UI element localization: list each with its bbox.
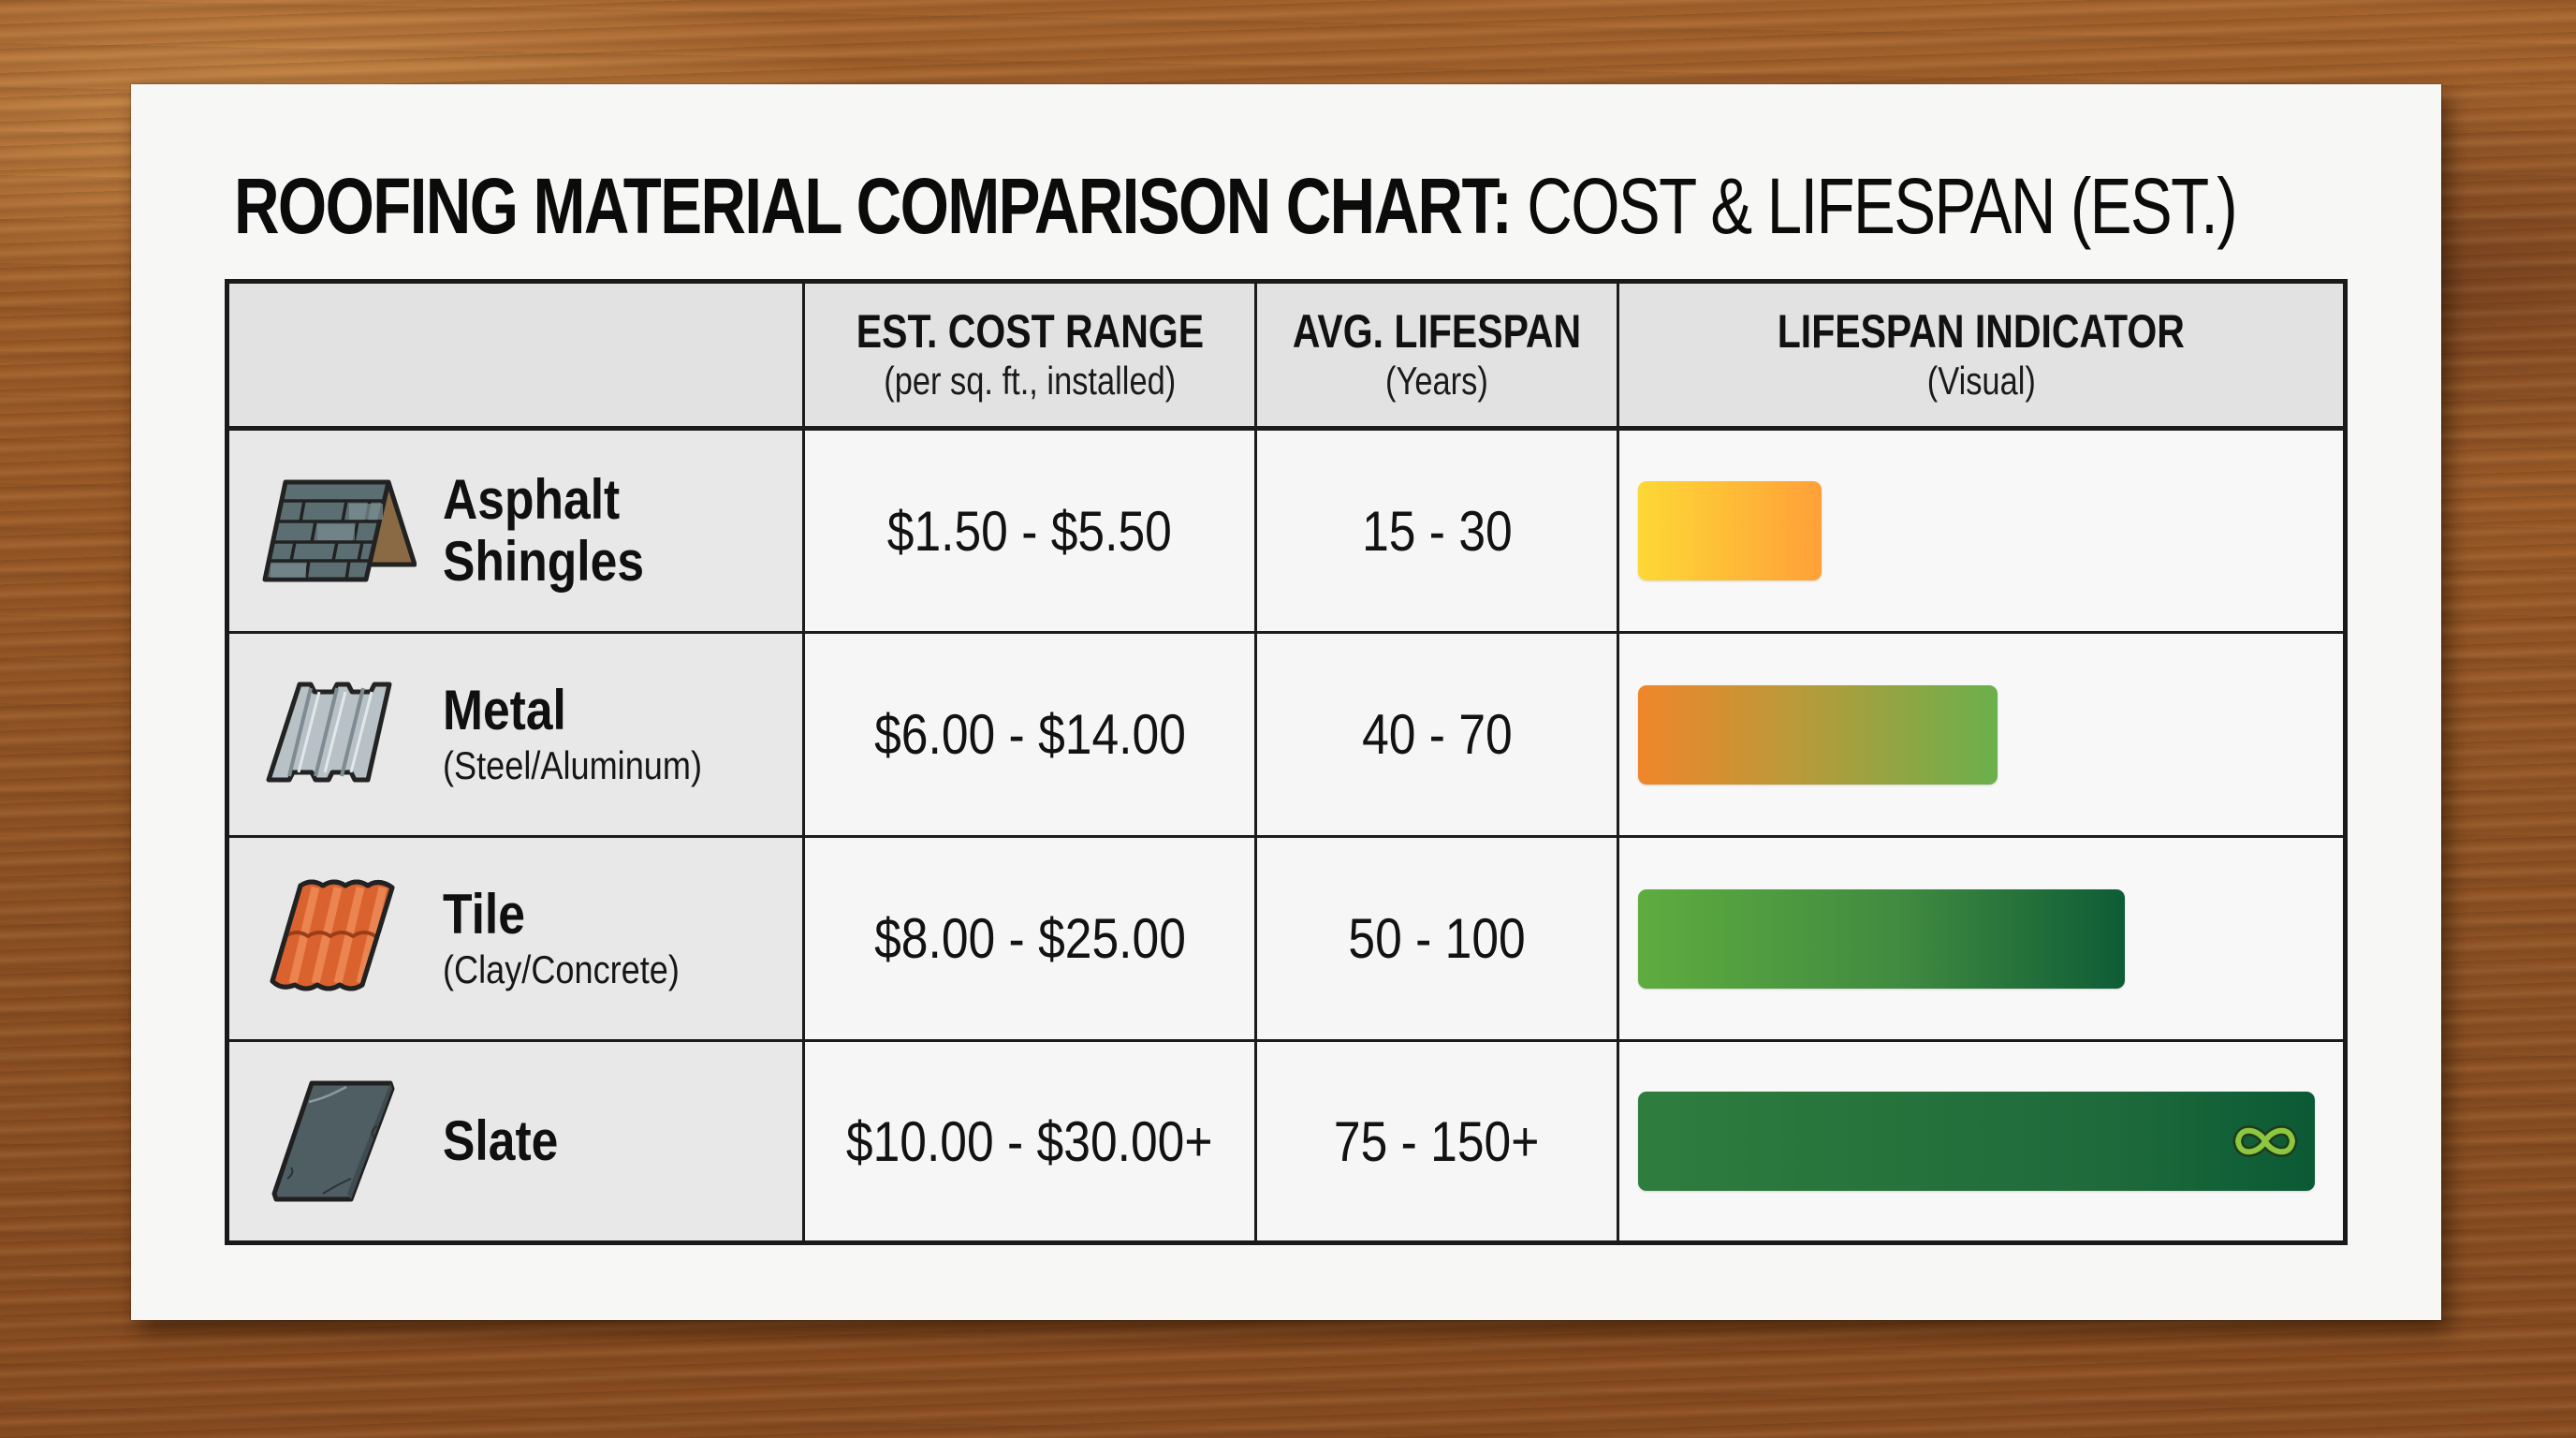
- table-row-slate-cost: $10.00 - $30.00+: [805, 1042, 1257, 1240]
- metal-roof-icon: [257, 674, 417, 796]
- lifespan-bar-metal: [1638, 684, 1998, 785]
- header-indicator: LIFESPAN INDICATOR (Visual): [1619, 284, 2343, 431]
- table-row-tile-indicator: [1619, 838, 2343, 1042]
- title-light: COST & LIFESPAN (EST.): [1511, 162, 2237, 250]
- comparison-table: EST. COST RANGE (per sq. ft., installed)…: [225, 279, 2348, 1245]
- lifespan-bar-asphalt: [1638, 481, 1822, 580]
- material-name: Tile: [443, 882, 525, 946]
- header-lifespan-title: AVG. LIFESPAN: [1292, 305, 1582, 358]
- table-row-metal-lifespan: 40 - 70: [1257, 634, 1619, 838]
- header-material: [229, 284, 805, 431]
- table-row-slate-indicator: [1619, 1042, 2343, 1240]
- table-row-asphalt-material: Asphalt Shingles: [229, 431, 805, 634]
- table-row-metal-indicator: [1619, 634, 2343, 838]
- table-row-asphalt-lifespan: 15 - 30: [1257, 431, 1619, 634]
- header-indicator-title: LIFESPAN INDICATOR: [1777, 305, 2186, 358]
- asphalt-shingles-icon: [257, 470, 417, 592]
- infinity-icon: [2232, 1125, 2298, 1157]
- table-row-asphalt-cost: $1.50 - $5.50: [805, 431, 1257, 634]
- material-labels: Slate: [443, 1110, 558, 1172]
- header-lifespan: AVG. LIFESPAN (Years): [1257, 284, 1619, 431]
- header-cost-title: EST. COST RANGE: [856, 305, 1204, 358]
- table-row-tile-lifespan: 50 - 100: [1257, 838, 1619, 1042]
- material-name: Slate: [443, 1109, 559, 1172]
- header-lifespan-sub: (Years): [1385, 359, 1488, 403]
- title-bold: ROOFING MATERIAL COMPARISON CHART:: [234, 162, 1513, 250]
- chart-title: ROOFING MATERIAL COMPARISON CHART: COST …: [234, 159, 2238, 253]
- material-subtype: (Steel/Aluminum): [443, 742, 703, 787]
- material-subtype: (Clay/Concrete): [443, 946, 680, 991]
- table-row-tile-cost: $8.00 - $25.00: [805, 838, 1257, 1042]
- header-indicator-sub: (Visual): [1926, 359, 2036, 403]
- material-name: Metal: [443, 678, 566, 741]
- table-row-tile-material: Tile (Clay/Concrete): [229, 838, 805, 1042]
- lifespan-bar-slate: [1638, 1092, 2315, 1191]
- material-labels: Metal (Steel/Aluminum): [443, 678, 703, 790]
- table-row-metal-cost: $6.00 - $14.00: [805, 634, 1257, 838]
- table-row-asphalt-indicator: [1619, 431, 2343, 634]
- slate-tile-icon: [257, 1080, 417, 1202]
- table-row-slate-lifespan: 75 - 150+: [1257, 1042, 1619, 1240]
- table-row-slate-material: Slate: [229, 1042, 805, 1240]
- material-labels: Tile (Clay/Concrete): [443, 882, 680, 994]
- table-row-metal-material: Metal (Steel/Aluminum): [229, 634, 805, 838]
- clay-tile-icon: [257, 878, 417, 1000]
- material-name-line1: Asphalt: [443, 468, 621, 531]
- material-name-line2: Shingles: [443, 530, 645, 593]
- material-labels: Asphalt Shingles: [443, 469, 644, 593]
- header-cost: EST. COST RANGE (per sq. ft., installed): [805, 284, 1257, 431]
- chart-paper: ROOFING MATERIAL COMPARISON CHART: COST …: [131, 84, 2441, 1320]
- header-cost-sub: (per sq. ft., installed): [883, 359, 1176, 403]
- lifespan-bar-tile: [1638, 888, 2125, 989]
